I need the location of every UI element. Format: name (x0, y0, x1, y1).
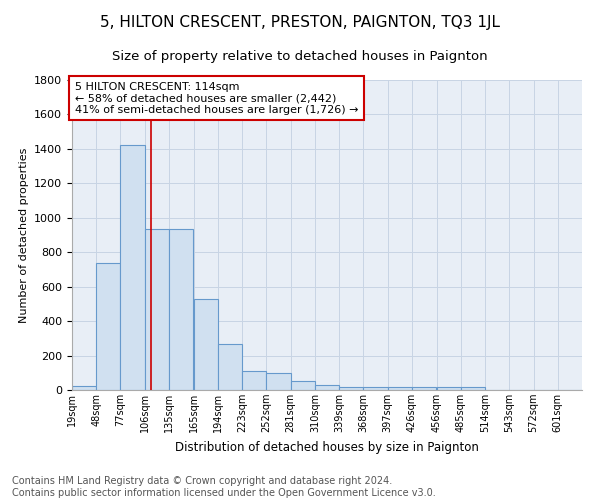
Bar (266, 373, 290, 390)
X-axis label: Distribution of detached houses by size in Paignton: Distribution of detached houses by size … (175, 440, 479, 454)
Bar (242, 371, 266, 390)
Bar (412, 388, 436, 390)
Bar (388, 388, 412, 390)
Bar (145, 229, 169, 390)
Bar (72, 386, 96, 390)
Y-axis label: Number of detached properties: Number of detached properties (19, 148, 29, 322)
Bar (315, 385, 339, 390)
Bar (364, 388, 388, 390)
Text: 5 HILTON CRESCENT: 114sqm
← 58% of detached houses are smaller (2,442)
41% of se: 5 HILTON CRESCENT: 114sqm ← 58% of detac… (74, 82, 358, 115)
Bar (194, 298, 218, 390)
Bar (339, 386, 364, 390)
Bar (437, 388, 461, 390)
Bar (218, 344, 242, 390)
Bar (96, 262, 121, 390)
Bar (121, 146, 145, 390)
Text: Contains HM Land Registry data © Crown copyright and database right 2024.
Contai: Contains HM Land Registry data © Crown c… (12, 476, 436, 498)
Bar (169, 229, 193, 390)
Bar (461, 388, 485, 390)
Text: Size of property relative to detached houses in Paignton: Size of property relative to detached ho… (112, 50, 488, 63)
Text: 5, HILTON CRESCENT, PRESTON, PAIGNTON, TQ3 1JL: 5, HILTON CRESCENT, PRESTON, PAIGNTON, T… (100, 15, 500, 30)
Bar (290, 382, 315, 390)
